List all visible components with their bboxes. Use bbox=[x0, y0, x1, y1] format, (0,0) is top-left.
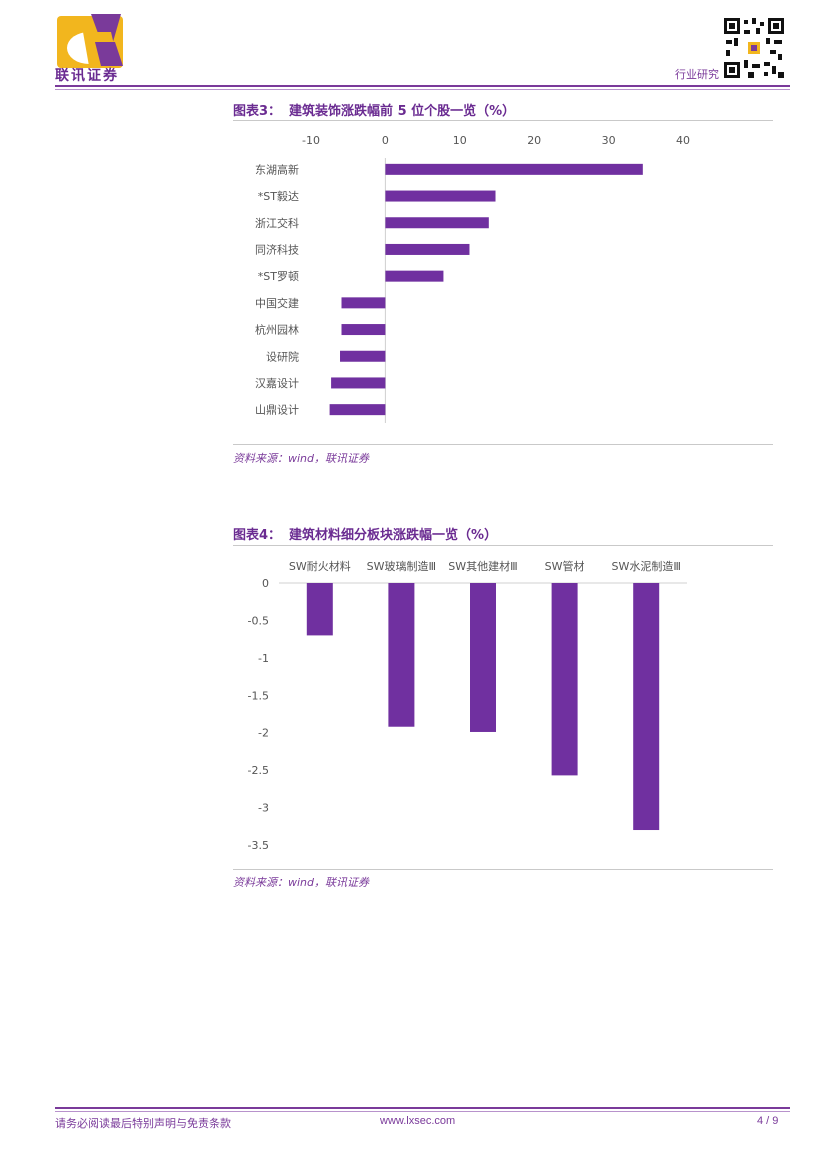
x-tick-label: -10 bbox=[302, 134, 320, 147]
category-label: 山鼎设计 bbox=[255, 404, 299, 417]
bar bbox=[385, 243, 470, 255]
figure3-top-rule bbox=[233, 120, 773, 121]
category-label: 汉嘉设计 bbox=[255, 376, 299, 390]
figure4-chart: 0 -0.5 -1 -1.5 -2 -2.5 -3 -3.5 SW耐火材料 SW玻璃制造Ⅲ SW其他… bbox=[248, 559, 687, 852]
figure4-title-text: 建筑材料细分板块涨跌幅一览（%） bbox=[289, 528, 498, 543]
figure3-label: 图表3： bbox=[233, 104, 282, 119]
category-label: 设研院 bbox=[266, 349, 299, 363]
bar bbox=[470, 583, 496, 732]
category-label: 中国交建 bbox=[255, 296, 299, 310]
category-label: 浙江交科 bbox=[255, 216, 299, 230]
category-label: *ST毅达 bbox=[258, 189, 299, 203]
category-label: SW水泥制造Ⅲ bbox=[611, 559, 680, 573]
y-tick-label: 0 bbox=[262, 577, 269, 590]
y-tick-label: -0.5 bbox=[248, 614, 269, 627]
y-tick-label: -2.5 bbox=[248, 764, 269, 777]
x-tick-label: 20 bbox=[527, 134, 541, 147]
bar bbox=[306, 583, 333, 636]
x-tick-label: 30 bbox=[602, 134, 616, 147]
figure3-title-text: 建筑装饰涨跌幅前 5 位个股一览（%） bbox=[289, 104, 516, 119]
header-rule bbox=[55, 85, 790, 87]
section-label: 行业研究 bbox=[675, 68, 719, 81]
category-label: SW耐火材料 bbox=[289, 559, 351, 573]
category-label: 杭州园林 bbox=[255, 323, 299, 337]
company-logo bbox=[57, 14, 123, 68]
y-tick-label: -3.5 bbox=[248, 839, 269, 852]
bar bbox=[341, 297, 386, 309]
company-name: 联讯证券 bbox=[55, 68, 119, 84]
x-tick-label: 40 bbox=[676, 134, 690, 147]
footer-disclaimer: 请务必阅读最后特别声明与免责条款 bbox=[55, 1117, 231, 1130]
y-tick-label: -1.5 bbox=[248, 689, 269, 702]
y-tick-label: -1 bbox=[258, 652, 269, 665]
figure4-label: 图表4： bbox=[233, 528, 282, 543]
x-tick-label: 10 bbox=[453, 134, 467, 147]
figure3-title: 图表3： 建筑装饰涨跌幅前 5 位个股一览（%） bbox=[233, 100, 515, 119]
bar bbox=[341, 324, 386, 336]
category-label: SW玻璃制造Ⅲ bbox=[367, 559, 436, 573]
header-rule-thin bbox=[55, 89, 790, 90]
footer-website[interactable]: www.lxsec.com bbox=[380, 1115, 456, 1127]
category-label: 东湖高新 bbox=[255, 162, 299, 176]
page-number: 4 / 9 bbox=[757, 1115, 779, 1127]
figure4-title: 图表4： 建筑材料细分板块涨跌幅一览（%） bbox=[233, 524, 497, 543]
bar bbox=[633, 583, 660, 831]
bar bbox=[331, 377, 386, 389]
category-label: SW管材 bbox=[545, 559, 585, 573]
bar bbox=[388, 583, 415, 727]
footer-rule bbox=[55, 1107, 790, 1109]
y-tick-label: -3 bbox=[258, 802, 269, 815]
bar bbox=[551, 583, 578, 776]
bar bbox=[340, 350, 386, 362]
bar bbox=[385, 163, 643, 175]
figure4-bottom-rule bbox=[233, 869, 773, 870]
figure3-source: 资料来源：wind，联讯证券 bbox=[233, 452, 370, 465]
category-label: SW其他建材Ⅲ bbox=[448, 559, 517, 573]
category-label: *ST罗顿 bbox=[258, 269, 299, 283]
footer-rule-thin bbox=[55, 1111, 790, 1112]
bar bbox=[385, 190, 496, 202]
figure4-top-rule bbox=[233, 545, 773, 546]
qr-code-icon bbox=[722, 16, 786, 80]
x-tick-label: 0 bbox=[382, 134, 389, 147]
figure3-bottom-rule bbox=[233, 444, 773, 445]
figure4-source: 资料来源：wind，联讯证券 bbox=[233, 876, 370, 889]
bar bbox=[329, 404, 386, 416]
y-tick-label: -2 bbox=[258, 727, 269, 740]
bar bbox=[385, 217, 489, 229]
category-label: 同济科技 bbox=[255, 242, 299, 256]
bar bbox=[385, 270, 444, 282]
